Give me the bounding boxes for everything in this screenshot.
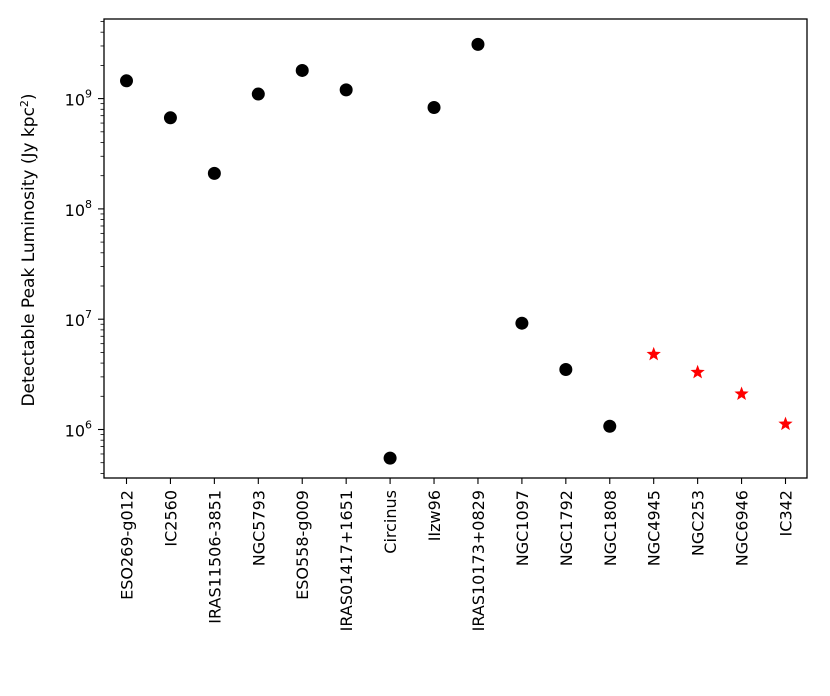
x-tick-label: IC342	[777, 490, 796, 536]
y-axis-label-close: )	[19, 93, 39, 100]
data-point-star	[690, 364, 705, 379]
data-point-circle	[603, 419, 617, 433]
x-tick-label: IC2560	[161, 490, 180, 547]
data-point-circle	[383, 451, 397, 465]
data-point-circle	[207, 166, 221, 180]
x-tick-label: NGC1792	[557, 490, 576, 566]
data-points	[120, 37, 793, 465]
x-tick-label: ESO558-g009	[293, 490, 312, 600]
x-tick-label: IRAS01417+1651	[337, 490, 356, 631]
data-point-circle	[515, 316, 529, 330]
x-tick-label: NGC253	[689, 490, 708, 556]
y-tick-label: 106	[65, 419, 92, 441]
y-tick-label: 107	[65, 308, 92, 330]
x-tick-label: NGC4945	[645, 490, 664, 566]
data-point-circle	[120, 74, 133, 88]
data-point-circle	[427, 101, 441, 115]
svg-text:Detectable Peak Luminosity (Jy: Detectable Peak Luminosity (Jy kpc2)	[18, 93, 40, 406]
data-point-circle	[339, 83, 353, 97]
data-point-star	[778, 416, 793, 431]
plot-frame	[103, 18, 808, 479]
data-point-circle	[471, 37, 485, 51]
y-axis-label: Detectable Peak Luminosity (Jy kpc2)	[18, 93, 40, 406]
data-point-circle	[295, 63, 309, 77]
x-tick-label: IRAS10173+0829	[469, 490, 488, 631]
y-axis-ticks: 106 107 108 109	[65, 21, 104, 474]
y-axis-label-sup: 2	[18, 100, 31, 107]
y-axis-label-main: Detectable Peak Luminosity (Jy kpc	[19, 107, 39, 406]
x-tick-label: IIzw96	[425, 490, 444, 541]
x-tick-label: NGC1808	[601, 490, 620, 566]
x-tick-label: NGC1097	[513, 490, 532, 566]
data-point-circle	[163, 111, 177, 125]
data-point-circle	[559, 362, 573, 376]
y-tick-label: 109	[65, 88, 92, 110]
data-point-star	[646, 346, 661, 361]
x-tick-label: IRAS11506-3851	[205, 490, 224, 624]
x-tick-label: NGC6946	[733, 490, 752, 566]
x-tick-label: Circinus	[381, 490, 400, 554]
y-tick-label: 108	[65, 198, 92, 220]
x-tick-label: NGC5793	[249, 490, 268, 566]
data-point-circle	[251, 87, 265, 101]
x-tick-label: ESO269-g012	[118, 490, 137, 600]
data-point-star	[734, 386, 749, 401]
x-axis-ticks: ESO269-g012 IC2560 IRAS11506-3851 NGC5793 ES…	[118, 478, 796, 631]
